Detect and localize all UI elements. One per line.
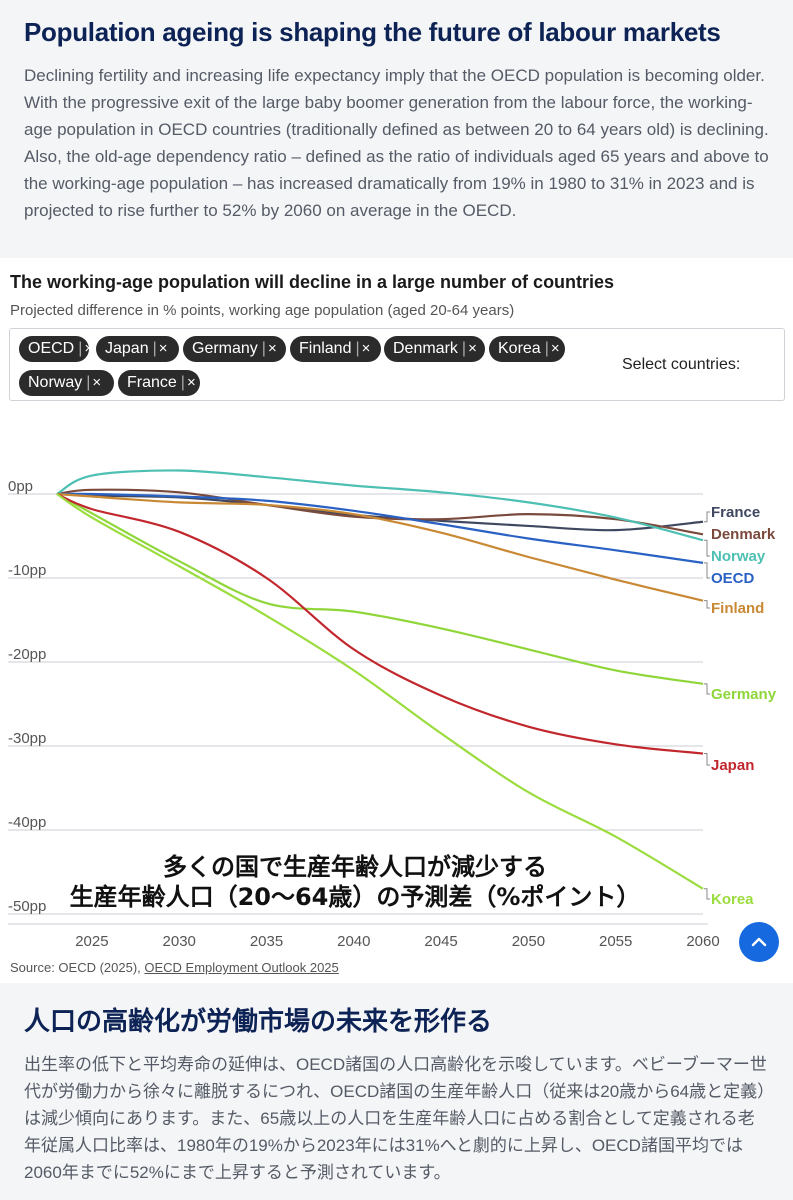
chart-subtitle: Projected difference in % points, workin… (10, 302, 515, 319)
japanese-paragraph: 出生率の低下と平均寿命の延伸は、OECD諸国の人口高齢化を示唆しています。ベビー… (24, 1055, 767, 1182)
overlay-caption-line2: 生産年齢人口（20〜64歳）の予測差（%ポイント） (70, 883, 641, 911)
page-title: Population ageing is shaping the future … (24, 17, 721, 47)
series-line-oecd (56, 492, 704, 564)
x-tick-label: 2030 (163, 933, 196, 950)
y-tick-label: -10pp (8, 562, 46, 579)
chip-separator: | (78, 340, 83, 357)
line-chart: 0pp -10pp -20pp -30pp -40pp -50pp 2025 2030 2035… (8, 469, 777, 950)
label-leader-line (704, 683, 710, 695)
remove-chip-icon[interactable]: × (361, 340, 371, 357)
remove-chip-icon[interactable]: × (92, 374, 102, 391)
label-leader-line (704, 600, 710, 609)
source-note: Source: OECD (2025), OECD Employment Out… (10, 960, 339, 975)
series-line-finland (56, 492, 704, 602)
chip-separator: | (180, 374, 185, 391)
y-tick-label: -50pp (8, 898, 46, 915)
country-chip-oecd[interactable]: OECD | × (19, 336, 93, 362)
x-tick-label: 2055 (599, 933, 632, 950)
x-tick-label: 2025 (75, 933, 108, 950)
chip-separator: | (355, 340, 360, 357)
series-label-korea: Korea (711, 891, 754, 908)
select-countries-label[interactable]: Select countries: (622, 356, 741, 373)
y-tick-label: -40pp (8, 814, 46, 831)
chevron-up-icon (751, 937, 767, 947)
chip-separator: | (261, 340, 266, 357)
series-label-germany: Germany (711, 686, 777, 703)
source-prefix: Source: OECD (2025), (10, 960, 145, 975)
chip-label: Japan (105, 340, 149, 357)
series-label-finland: Finland (711, 600, 764, 617)
y-tick-label: -30pp (8, 730, 46, 747)
series-label-denmark: Denmark (711, 526, 776, 543)
source-link[interactable]: OECD Employment Outlook 2025 (144, 960, 339, 975)
y-tick-label: -20pp (8, 646, 46, 663)
country-chip-finland[interactable]: Finland | × (290, 336, 381, 362)
x-tick-label: 2040 (337, 933, 370, 950)
intro-paragraph: Declining fertility and increasing life … (24, 66, 769, 220)
chip-label: Finland (299, 340, 352, 357)
remove-chip-icon[interactable]: × (186, 374, 196, 391)
remove-chip-icon[interactable]: × (550, 340, 560, 357)
chip-label: Norway (28, 374, 83, 391)
series-label-japan: Japan (711, 757, 754, 774)
country-chip-france[interactable]: France | × (118, 370, 200, 396)
scroll-top-button[interactable] (739, 922, 779, 962)
country-chip-japan[interactable]: Japan | × (96, 336, 179, 362)
series-line-korea (56, 493, 704, 890)
japanese-title: 人口の高齢化が労働市場の未来を形作る (24, 1006, 493, 1036)
chip-separator: | (461, 340, 467, 357)
series-label-norway: Norway (711, 548, 766, 565)
remove-chip-icon[interactable]: × (468, 340, 477, 357)
chip-label: Denmark (393, 340, 458, 357)
label-leader-line (704, 753, 710, 766)
overlay-caption-line1: 多くの国で生産年齢人口が減少する (163, 853, 547, 881)
chip-separator: | (152, 340, 157, 357)
series-line-japan (56, 492, 704, 755)
series-label-france: France (711, 504, 760, 521)
chip-label: Germany (192, 340, 258, 357)
country-chip-korea[interactable]: Korea | × (489, 336, 565, 362)
chip-label: France (127, 374, 177, 391)
intro-section: Population ageing is shaping the future … (0, 0, 793, 258)
chart-title: The working-age population will decline … (10, 272, 615, 292)
remove-chip-icon[interactable]: × (158, 340, 168, 357)
chip-separator: | (544, 340, 549, 357)
series-line-germany (56, 493, 704, 685)
x-tick-label: 2045 (424, 933, 457, 950)
series-label-oecd: OECD (711, 570, 755, 587)
country-chip-germany[interactable]: Germany | × (183, 336, 286, 362)
label-leader-line (704, 562, 710, 579)
label-leader-line (704, 888, 710, 900)
y-tick-label: 0pp (8, 478, 33, 495)
series-line-denmark (56, 488, 704, 536)
x-tick-label: 2035 (250, 933, 283, 950)
chip-label: OECD (28, 340, 75, 357)
x-tick-label: 2060 (686, 933, 719, 950)
remove-chip-icon[interactable]: × (84, 340, 94, 357)
label-leader-line (704, 511, 710, 523)
country-selector[interactable]: OECD | × Japan | × Germany | × Finland | × Denmark | ×… (9, 328, 785, 401)
japanese-section: 人口の高齢化が労働市場の未来を形作る 出生率の低下と平均寿命の延伸は、OECD諸… (0, 983, 793, 1186)
series-line-norway (56, 469, 704, 542)
chip-separator: | (86, 374, 91, 391)
chart-card: The working-age population will decline … (0, 258, 793, 983)
label-leader-line (704, 539, 710, 557)
chip-label: Korea (498, 340, 541, 357)
country-chip-denmark[interactable]: Denmark | × (384, 336, 485, 362)
country-chip-norway[interactable]: Norway | × (19, 370, 114, 396)
remove-chip-icon[interactable]: × (267, 340, 277, 357)
x-tick-label: 2050 (512, 933, 545, 950)
